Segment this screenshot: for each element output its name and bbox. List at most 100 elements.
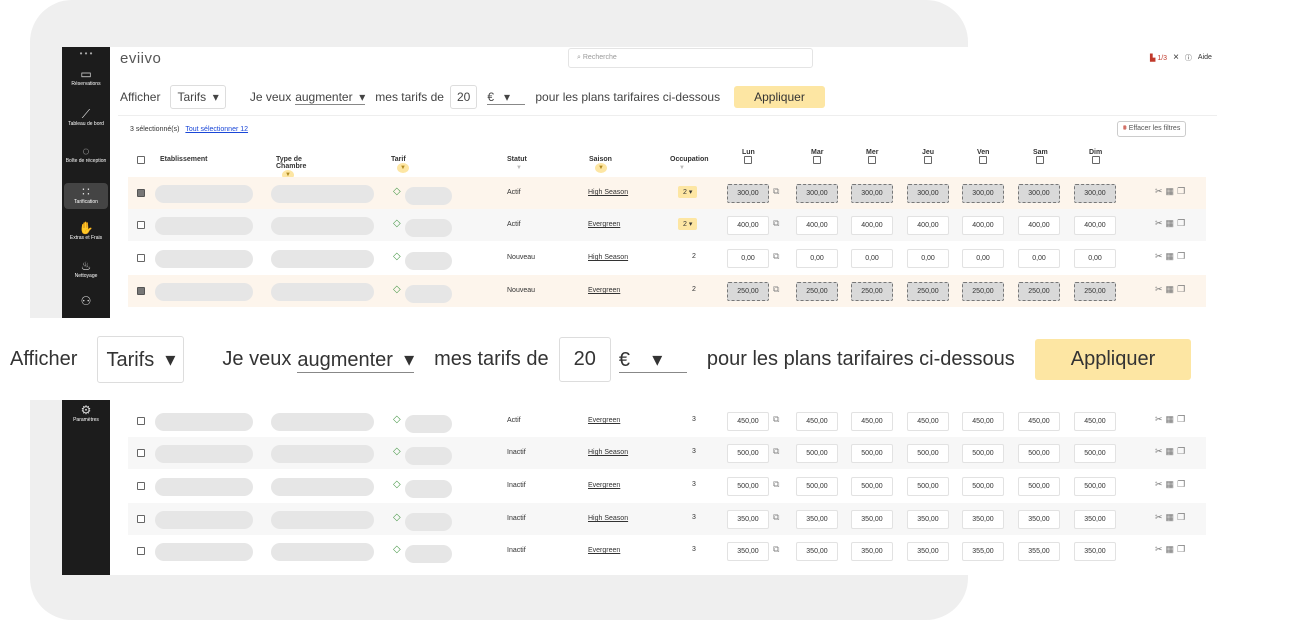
scissors-icon[interactable]: ✂	[1155, 544, 1166, 554]
price-input-Sam[interactable]: 450,00	[1018, 412, 1060, 431]
price-input-Ven[interactable]: 0,00	[962, 249, 1004, 268]
price-input-Sam[interactable]: 400,00	[1018, 216, 1060, 235]
help-link[interactable]: Aide	[1197, 54, 1212, 61]
property-icon[interactable]: ▙ 1/3	[1150, 54, 1168, 62]
copy-row-icon[interactable]: ⧉	[773, 479, 780, 489]
grid-icon[interactable]: ▦	[1165, 446, 1178, 456]
price-input-Mer[interactable]: 400,00	[851, 216, 893, 235]
duplicate-icon[interactable]: ❐	[1177, 479, 1189, 489]
price-input-Lun[interactable]: 350,00	[727, 510, 769, 529]
price-input-Mer[interactable]: 350,00	[851, 542, 893, 561]
filter-icon[interactable]: ▼	[595, 163, 607, 173]
season-link[interactable]: High Season	[588, 254, 629, 261]
row-checkbox[interactable]	[137, 189, 145, 197]
sidebar-item-3[interactable]: ∷ Tarification	[64, 183, 108, 209]
copy-row-icon[interactable]: ⧉	[773, 544, 780, 554]
unit-select[interactable]: € ▾	[487, 90, 526, 105]
price-input-Sam[interactable]: 500,00	[1018, 444, 1060, 463]
sidebar-item-1[interactable]: ⟋ Tableau de bord	[64, 107, 108, 128]
price-input-Mar[interactable]: 300,00	[796, 184, 838, 203]
price-input-Mar[interactable]: 450,00	[796, 412, 838, 431]
price-input-Ven[interactable]: 250,00	[962, 282, 1004, 301]
duplicate-icon[interactable]: ❐	[1177, 512, 1189, 522]
show-select-zoomed[interactable]: Tarifs ▾	[97, 336, 185, 383]
select-all-link[interactable]: Tout sélectionner 12	[185, 126, 249, 133]
duplicate-icon[interactable]: ❐	[1177, 251, 1189, 261]
scissors-icon[interactable]: ✂	[1155, 284, 1166, 294]
season-link[interactable]: Evergreen	[588, 547, 621, 554]
action-select[interactable]: augmenter ▾	[295, 89, 366, 105]
day-checkbox[interactable]	[979, 156, 988, 164]
price-input-Ven[interactable]: 500,00	[962, 477, 1004, 496]
price-input-Mar[interactable]: 250,00	[796, 282, 838, 301]
close-icon[interactable]: ×	[1173, 52, 1179, 63]
season-link[interactable]: High Season	[588, 189, 629, 196]
grid-icon[interactable]: ▦	[1165, 251, 1178, 261]
price-input-Lun[interactable]: 500,00	[727, 477, 769, 496]
price-input-Mer[interactable]: 0,00	[851, 249, 893, 268]
season-link[interactable]: High Season	[588, 449, 629, 456]
price-input-Jeu[interactable]: 400,00	[907, 216, 949, 235]
day-checkbox[interactable]	[744, 156, 753, 164]
duplicate-icon[interactable]: ❐	[1177, 446, 1189, 456]
price-input-Dim[interactable]: 500,00	[1074, 477, 1116, 496]
price-input-Mar[interactable]: 400,00	[796, 216, 838, 235]
copy-row-icon[interactable]: ⧉	[773, 414, 780, 424]
sidebar-item-5[interactable]: ♨ Nettoyage	[64, 259, 108, 280]
day-checkbox[interactable]	[1091, 156, 1100, 164]
price-input-Sam[interactable]: 300,00	[1018, 184, 1060, 203]
price-input-Jeu[interactable]: 300,00	[907, 184, 949, 203]
grid-icon[interactable]: ▦	[1165, 512, 1178, 522]
select-all-checkbox[interactable]	[137, 156, 145, 164]
day-checkbox[interactable]	[813, 156, 822, 164]
price-input-Mer[interactable]: 250,00	[851, 282, 893, 301]
price-input-Jeu[interactable]: 500,00	[907, 477, 949, 496]
price-input-Mar[interactable]: 350,00	[796, 542, 838, 561]
row-checkbox[interactable]	[137, 449, 145, 457]
price-input-Mer[interactable]: 300,00	[851, 184, 893, 203]
price-input-Mar[interactable]: 350,00	[796, 510, 838, 529]
price-input-Lun[interactable]: 350,00	[727, 542, 769, 561]
price-input-Sam[interactable]: 350,00	[1018, 510, 1060, 529]
grid-icon[interactable]: ▦	[1165, 186, 1178, 196]
filter-icon[interactable]: ▼	[282, 170, 294, 180]
copy-row-icon[interactable]: ⧉	[773, 251, 780, 261]
apply-button[interactable]: Appliquer	[734, 86, 825, 108]
show-select[interactable]: Tarifs ▾	[170, 85, 226, 109]
price-input-Dim[interactable]: 350,00	[1074, 542, 1116, 561]
copy-row-icon[interactable]: ⧉	[773, 186, 780, 196]
copy-row-icon[interactable]: ⧉	[773, 512, 780, 522]
row-checkbox[interactable]	[137, 547, 145, 555]
duplicate-icon[interactable]: ❐	[1177, 218, 1189, 228]
price-input-Sam[interactable]: 250,00	[1018, 282, 1060, 301]
price-input-Mer[interactable]: 450,00	[851, 412, 893, 431]
copy-row-icon[interactable]: ⧉	[773, 284, 780, 294]
scissors-icon[interactable]: ✂	[1155, 446, 1166, 456]
grid-icon[interactable]: ▦	[1165, 544, 1178, 554]
price-input-Jeu[interactable]: 500,00	[907, 444, 949, 463]
help-icon[interactable]: ⓘ	[1184, 54, 1192, 62]
duplicate-icon[interactable]: ❐	[1177, 414, 1189, 424]
filter-icon[interactable]: ▼	[397, 163, 409, 173]
amount-input-zoomed[interactable]: 20	[558, 337, 611, 382]
sidebar-item-7[interactable]: ⚙ Paramètres	[64, 403, 108, 424]
grid-icon[interactable]: ▦	[1165, 414, 1178, 424]
duplicate-icon[interactable]: ❐	[1177, 544, 1189, 554]
price-input-Mer[interactable]: 500,00	[851, 444, 893, 463]
season-link[interactable]: Evergreen	[588, 287, 621, 294]
clear-filters-button[interactable]: ⩩ Effacer les filtres	[1117, 121, 1187, 137]
price-input-Ven[interactable]: 500,00	[962, 444, 1004, 463]
price-input-Sam[interactable]: 355,00	[1018, 542, 1060, 561]
unit-select-zoomed[interactable]: € ▾	[618, 347, 687, 373]
occupancy[interactable]: 2 ▾	[678, 218, 698, 230]
price-input-Jeu[interactable]: 250,00	[907, 282, 949, 301]
season-link[interactable]: Evergreen	[588, 221, 621, 228]
price-input-Ven[interactable]: 400,00	[962, 216, 1004, 235]
sidebar-item-2[interactable]: ◌ Boîte de réception	[65, 144, 107, 164]
copy-row-icon[interactable]: ⧉	[773, 218, 780, 228]
price-input-Dim[interactable]: 500,00	[1074, 444, 1116, 463]
occupancy[interactable]: 2 ▾	[678, 186, 698, 198]
scissors-icon[interactable]: ✂	[1155, 512, 1166, 522]
price-input-Jeu[interactable]: 450,00	[907, 412, 949, 431]
apply-button-zoomed[interactable]: Appliquer	[1034, 339, 1192, 380]
